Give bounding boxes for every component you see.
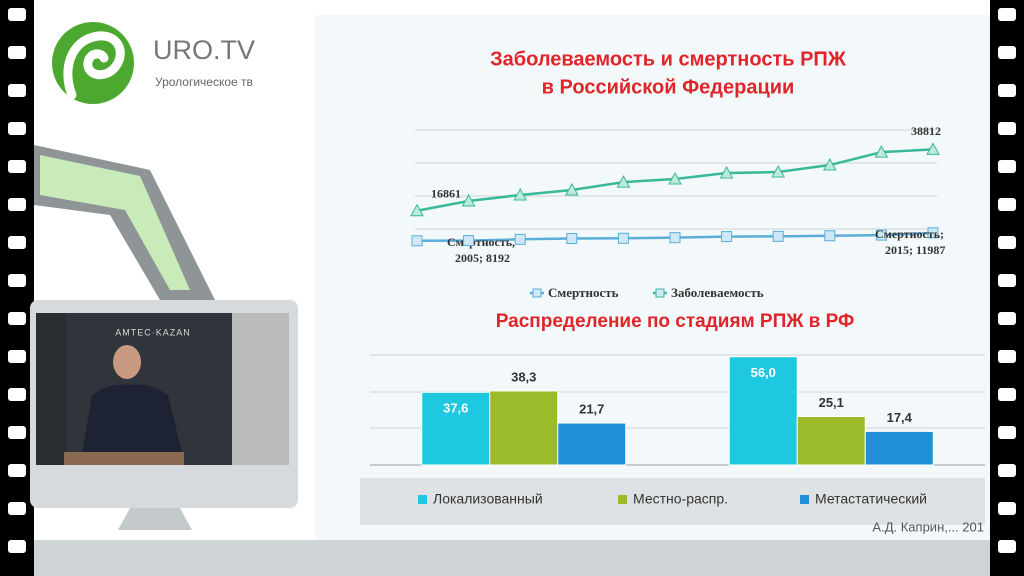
legend-label: Смертность [548, 285, 619, 300]
data-label: Смертность; 2015; 11987 [875, 227, 945, 257]
film-hole [998, 84, 1016, 97]
point-marker [513, 187, 528, 201]
data-label: 37,6 [443, 401, 468, 416]
chart-title: в Российской Федерации [542, 76, 795, 98]
film-hole [998, 46, 1016, 59]
logo-tagline: Урологическое тв [155, 75, 253, 89]
data-label: 21,7 [579, 401, 604, 416]
film-hole [8, 388, 26, 401]
legend-box [360, 478, 985, 525]
chart-title: Заболеваемость и смертность РПЖ [490, 48, 847, 70]
film-hole [998, 312, 1016, 325]
point-marker [463, 235, 475, 247]
point-marker [668, 171, 682, 185]
legend-label: Метастатический [815, 491, 927, 507]
point-marker [926, 142, 940, 155]
logo-name: URO.TV [153, 35, 255, 65]
film-hole [998, 426, 1016, 439]
point-marker [721, 231, 733, 243]
speaker-body [80, 384, 185, 465]
monitor-stand [118, 508, 192, 530]
bar [421, 391, 491, 466]
legend-label: Местно-распр. [633, 491, 728, 507]
legend-label: Заболеваемость [671, 285, 764, 300]
point-marker [875, 229, 887, 241]
film-hole [8, 84, 26, 97]
bar [796, 415, 866, 466]
film-hole [8, 464, 26, 477]
film-hole [998, 8, 1016, 21]
film-hole [8, 122, 26, 135]
point-marker [461, 193, 476, 207]
film-hole [8, 274, 26, 287]
legend-swatch [618, 495, 627, 504]
film-hole [998, 464, 1016, 477]
data-label: 38,3 [511, 369, 536, 384]
backdrop-text: AMTEC·KAZAN [115, 327, 191, 337]
film-hole [998, 160, 1016, 173]
bar [728, 356, 798, 466]
point-marker [719, 165, 734, 179]
film-hole [998, 540, 1016, 553]
bottom-band [34, 540, 990, 576]
data-label: 56,0 [751, 365, 776, 380]
legend-marker [532, 288, 542, 298]
bar [864, 430, 934, 466]
film-hole [8, 8, 26, 21]
film-hole [8, 502, 26, 515]
point-marker [927, 227, 939, 239]
film-hole [8, 312, 26, 325]
data-label: 38812 [911, 124, 941, 138]
film-hole [998, 388, 1016, 401]
film-hole [998, 350, 1016, 363]
speaker-head [113, 345, 141, 379]
film-hole [8, 426, 26, 439]
point-marker [514, 233, 526, 245]
film-hole [8, 198, 26, 211]
point-marker [772, 230, 784, 242]
legend-label: Локализованный [433, 491, 543, 507]
data-label: 16861 [431, 187, 461, 201]
source-note: А.Д. Каприн,... 201 [872, 519, 984, 534]
logo-swirl [63, 31, 125, 100]
film-hole [8, 160, 26, 173]
point-marker [564, 182, 579, 196]
film-hole [998, 236, 1016, 249]
video-wall [232, 313, 289, 465]
film-hole [8, 46, 26, 59]
film-hole [998, 274, 1016, 287]
point-marker [410, 203, 424, 217]
point-marker [411, 235, 423, 247]
point-marker [616, 175, 631, 188]
legend-swatch [418, 495, 427, 504]
film-frames [40, 155, 190, 290]
point-marker [617, 232, 629, 244]
point-marker [874, 145, 889, 158]
desk [64, 452, 184, 465]
film-hole [998, 122, 1016, 135]
film-hole [8, 350, 26, 363]
bar [557, 422, 627, 466]
legend-swatch [800, 495, 809, 504]
data-label: 25,1 [819, 395, 844, 410]
point-marker [824, 230, 836, 242]
data-label: 17,4 [887, 410, 913, 425]
chart-title: Распределение по стадиям РПЖ в РФ [496, 311, 855, 332]
film-hole [998, 198, 1016, 211]
film-hole [998, 502, 1016, 515]
point-marker [822, 157, 837, 171]
film-hole [8, 236, 26, 249]
point-marker [566, 232, 578, 244]
film-hole [8, 540, 26, 553]
point-marker [669, 232, 681, 244]
point-marker [771, 164, 786, 178]
bar [489, 390, 559, 466]
legend-marker [655, 288, 665, 298]
film-holes [8, 8, 1016, 553]
